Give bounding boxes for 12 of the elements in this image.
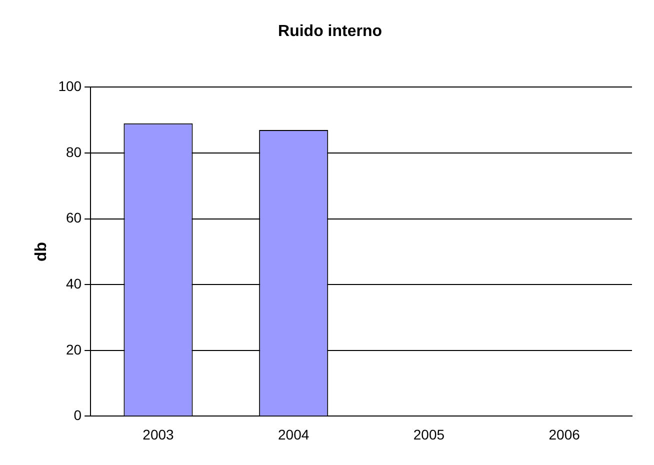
x-tick-label: 2004 (278, 426, 310, 442)
y-tick-label: 40 (66, 275, 82, 292)
y-tick-label: 100 (58, 78, 82, 94)
y-tick-label: 60 (66, 210, 82, 226)
y-tick-label: 80 (66, 144, 82, 160)
x-tick-label: 2003 (142, 426, 174, 442)
chart-title: Ruido interno (278, 23, 382, 40)
y-axis-title: db (33, 242, 50, 262)
y-tick-label: 20 (66, 341, 82, 358)
y-tick-label: 0 (74, 407, 82, 424)
x-tick-label: 2005 (413, 426, 445, 442)
x-tick-label: 2006 (548, 426, 580, 442)
